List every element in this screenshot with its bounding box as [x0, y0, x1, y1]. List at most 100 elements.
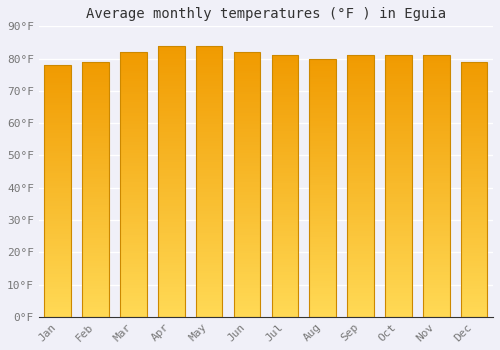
Bar [234, 142, 260, 145]
Bar [461, 230, 487, 233]
Bar [158, 132, 184, 135]
Bar [385, 257, 411, 259]
Bar [310, 92, 336, 95]
Bar [196, 100, 222, 103]
Bar [348, 108, 374, 110]
Bar [196, 76, 222, 78]
Bar [196, 254, 222, 257]
Bar [272, 217, 298, 220]
Bar [385, 194, 411, 197]
Bar [385, 165, 411, 168]
Bar [423, 290, 450, 293]
Bar [348, 136, 374, 139]
Bar [234, 187, 260, 190]
Bar [461, 281, 487, 284]
Bar [310, 157, 336, 159]
Bar [310, 84, 336, 87]
Bar [310, 69, 336, 71]
Bar [120, 132, 146, 134]
Bar [234, 57, 260, 60]
Bar [82, 233, 109, 235]
Bar [423, 176, 450, 178]
Bar [385, 173, 411, 176]
Bar [272, 92, 298, 94]
Bar [385, 244, 411, 246]
Bar [82, 215, 109, 217]
Bar [196, 135, 222, 138]
Bar [82, 123, 109, 126]
Bar [423, 55, 450, 317]
Bar [461, 141, 487, 144]
Bar [310, 100, 336, 103]
Bar [385, 241, 411, 244]
Bar [310, 309, 336, 312]
Bar [272, 220, 298, 223]
Bar [196, 138, 222, 141]
Bar [272, 270, 298, 272]
Bar [461, 146, 487, 148]
Bar [423, 304, 450, 306]
Bar [44, 276, 71, 279]
Bar [44, 120, 71, 123]
Bar [234, 73, 260, 76]
Bar [461, 184, 487, 187]
Bar [234, 240, 260, 243]
Bar [196, 157, 222, 160]
Bar [461, 253, 487, 255]
Bar [234, 285, 260, 288]
Bar [272, 312, 298, 314]
Bar [423, 220, 450, 223]
Bar [423, 74, 450, 76]
Bar [461, 90, 487, 92]
Bar [385, 71, 411, 74]
Bar [82, 151, 109, 154]
Bar [385, 142, 411, 144]
Bar [385, 82, 411, 84]
Bar [120, 216, 146, 219]
Bar [348, 241, 374, 244]
Bar [310, 245, 336, 247]
Bar [158, 152, 184, 154]
Bar [423, 259, 450, 262]
Bar [234, 256, 260, 259]
Bar [461, 197, 487, 199]
Bar [234, 76, 260, 78]
Bar [196, 252, 222, 254]
Bar [272, 314, 298, 317]
Bar [310, 234, 336, 237]
Bar [310, 257, 336, 260]
Bar [272, 170, 298, 173]
Bar [423, 55, 450, 58]
Bar [82, 108, 109, 110]
Bar [461, 307, 487, 309]
Bar [385, 304, 411, 306]
Bar [158, 46, 184, 48]
Bar [310, 255, 336, 257]
Bar [461, 166, 487, 169]
Bar [423, 105, 450, 108]
Bar [310, 79, 336, 82]
Bar [310, 268, 336, 270]
Bar [385, 262, 411, 265]
Bar [196, 81, 222, 84]
Bar [310, 133, 336, 136]
Bar [196, 295, 222, 298]
Bar [120, 134, 146, 137]
Bar [44, 211, 71, 213]
Bar [158, 141, 184, 143]
Bar [385, 84, 411, 87]
Bar [234, 97, 260, 100]
Bar [120, 253, 146, 256]
Bar [44, 284, 71, 287]
Bar [82, 256, 109, 258]
Bar [272, 123, 298, 126]
Bar [272, 210, 298, 212]
Bar [348, 204, 374, 207]
Bar [234, 211, 260, 213]
Bar [272, 105, 298, 108]
Bar [44, 231, 71, 234]
Bar [423, 267, 450, 270]
Bar [234, 105, 260, 108]
Bar [348, 173, 374, 176]
Bar [196, 92, 222, 94]
